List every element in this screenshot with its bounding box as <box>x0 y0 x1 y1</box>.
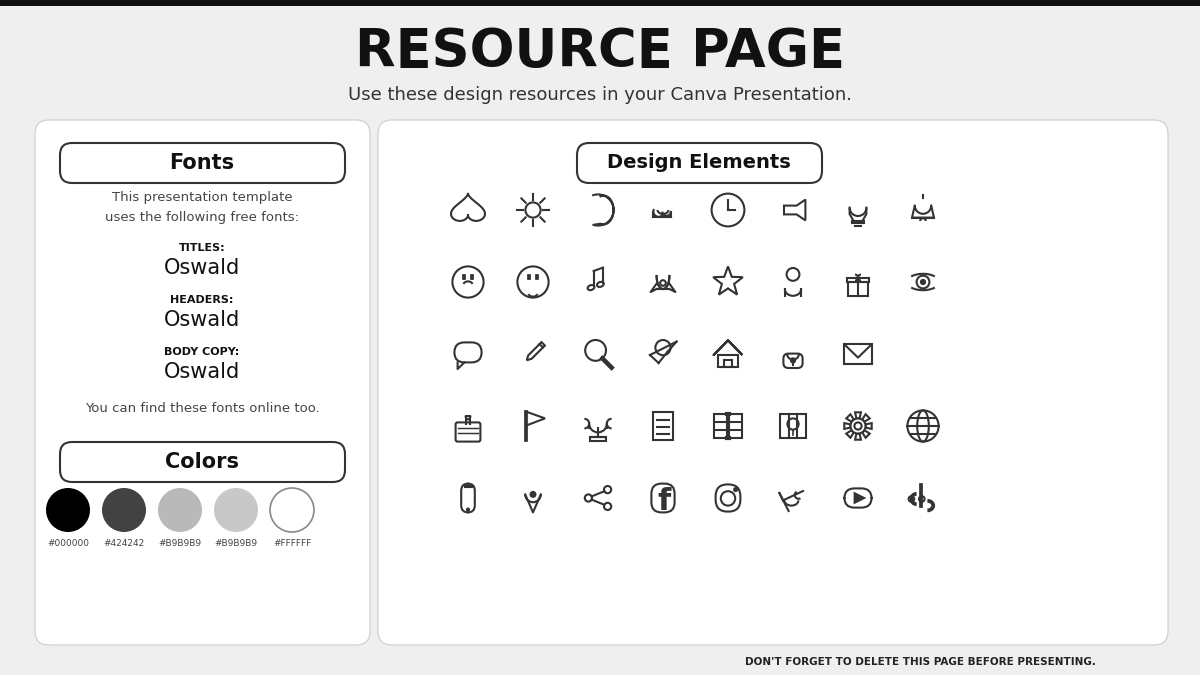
Circle shape <box>791 358 796 362</box>
Text: #B9B9B9: #B9B9B9 <box>215 539 258 549</box>
Polygon shape <box>846 414 853 422</box>
Polygon shape <box>856 412 860 418</box>
Text: You can find these fonts online too.: You can find these fonts online too. <box>85 402 319 416</box>
Text: #424242: #424242 <box>103 539 145 549</box>
Circle shape <box>734 488 737 491</box>
Text: Oswald: Oswald <box>164 310 240 330</box>
Circle shape <box>214 488 258 532</box>
Circle shape <box>920 279 925 284</box>
Circle shape <box>158 488 202 532</box>
Circle shape <box>46 488 90 532</box>
FancyBboxPatch shape <box>60 442 346 482</box>
Polygon shape <box>866 423 871 429</box>
Polygon shape <box>853 491 866 504</box>
Text: Oswald: Oswald <box>164 362 240 382</box>
Text: TITLES:: TITLES: <box>179 243 226 253</box>
Text: This presentation template
uses the following free fonts:: This presentation template uses the foll… <box>106 190 299 223</box>
Text: Fonts: Fonts <box>169 153 234 173</box>
Text: HEADERS:: HEADERS: <box>170 295 234 305</box>
Text: RESOURCE PAGE: RESOURCE PAGE <box>355 26 845 78</box>
Polygon shape <box>863 414 870 422</box>
Text: #B9B9B9: #B9B9B9 <box>158 539 202 549</box>
Circle shape <box>530 491 535 497</box>
Circle shape <box>102 488 146 532</box>
Text: DON'T FORGET TO DELETE THIS PAGE BEFORE PRESENTING.: DON'T FORGET TO DELETE THIS PAGE BEFORE … <box>744 657 1096 667</box>
Text: Oswald: Oswald <box>164 258 240 278</box>
Polygon shape <box>846 431 853 438</box>
Polygon shape <box>845 423 850 429</box>
FancyBboxPatch shape <box>60 143 346 183</box>
Polygon shape <box>856 434 860 439</box>
Polygon shape <box>863 431 870 438</box>
Text: #000000: #000000 <box>47 539 89 549</box>
Text: Colors: Colors <box>166 452 239 472</box>
Text: Use these design resources in your Canva Presentation.: Use these design resources in your Canva… <box>348 86 852 104</box>
Circle shape <box>467 508 469 511</box>
FancyBboxPatch shape <box>35 120 370 645</box>
Text: f: f <box>658 487 671 516</box>
FancyBboxPatch shape <box>577 143 822 183</box>
Text: #FFFFFF: #FFFFFF <box>272 539 311 549</box>
Circle shape <box>270 488 314 532</box>
Text: BODY COPY:: BODY COPY: <box>164 347 240 357</box>
FancyBboxPatch shape <box>0 0 1200 6</box>
Text: Design Elements: Design Elements <box>607 153 791 173</box>
FancyBboxPatch shape <box>378 120 1168 645</box>
